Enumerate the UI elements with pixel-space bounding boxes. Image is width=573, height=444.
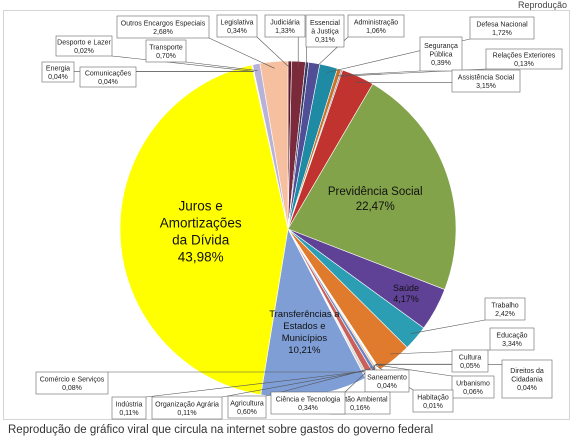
- leader-desporto-e-lazer: [111, 55, 254, 72]
- label-outros-encargos-especiais: Outros Encargos Especiais 2,68%: [121, 20, 206, 36]
- leader-organizacao-agraria: [221, 370, 365, 398]
- callout-box-trabalho: [484, 297, 526, 321]
- label-relacoes-exteriores: Relações Exteriores 0,13%: [493, 52, 556, 68]
- label-industria: Indústria 0,11%: [116, 401, 143, 417]
- callout-box-ciencia-e-tecnologia: [270, 391, 346, 415]
- callout-box-energia: [41, 61, 75, 83]
- callout-box-organizacao-agraria: [151, 396, 223, 420]
- callout-box-essencial-a-justica: [305, 14, 345, 48]
- callout-box-cultura: [451, 349, 489, 373]
- callout-box-educacao: [489, 327, 535, 351]
- callout-box-relacoes-exteriores: [485, 48, 563, 70]
- callout-box-legislativa: [216, 14, 258, 38]
- slice-labels: Previdência Social 22,47% Saúde 4,17% Transf…: [35, 14, 563, 420]
- callout-box-outros-encargos-especiais: [116, 15, 210, 39]
- label-agricultura: Agricultura 0,60%: [230, 400, 264, 416]
- label-ciencia-e-tecnologia: Ciência e Tecnologia 0,34%: [276, 396, 341, 412]
- callout-box-defesa-nacional: [469, 16, 535, 40]
- callout-box-direitos-da-cidadania: [501, 359, 553, 399]
- label-juros-e-amortizacoes-da-divida: Juros e Amortizações da Dívida 43,98%: [160, 199, 242, 265]
- callout-box-comercio-e-servicos: [35, 371, 109, 395]
- leader-legislativa: [256, 36, 290, 68]
- slice-previdencia-social: [287, 83, 457, 290]
- label-organizacao-agraria: Organização Agrária 0,11%: [155, 401, 219, 417]
- leader-industria: [145, 371, 364, 398]
- figure-caption: Reprodução de gráfico viral que circula …: [8, 424, 434, 436]
- label-direitos-da-cidadania: Direitos da Cidadania 0,04%: [510, 368, 544, 392]
- label-urbanismo: Urbanismo 0,06%: [456, 380, 490, 396]
- slice-outros-encargos-especiais: [259, 60, 289, 230]
- label-gestao-ambiental: Gestão Ambiental 0,16%: [332, 396, 388, 412]
- photo-credit: Reprodução: [517, 0, 567, 10]
- label-habitacao: Habitação 0,01%: [417, 394, 449, 410]
- label-energia: Energia 0,04%: [46, 65, 70, 81]
- label-comercio-e-servicos: Comércio e Serviços 0,08%: [40, 376, 105, 392]
- leader-transporte: [185, 61, 258, 71]
- callout-box-seguranca-publica: [419, 36, 463, 72]
- pie-chart: Previdência Social 22,47% Saúde 4,17% Transf…: [35, 14, 563, 420]
- label-saneamento: Saneamento 0,04%: [367, 374, 407, 390]
- callout-box-urbanismo: [451, 375, 495, 399]
- callout-box-administracao: [347, 14, 405, 38]
- callout-box-industria: [111, 396, 147, 420]
- callout-box-desporto-e-lazer: [55, 35, 113, 57]
- label-administracao: Administração 1,06%: [354, 19, 398, 35]
- slice-juros-e-amortizacoes-da-divida: [119, 64, 289, 396]
- label-seguranca-publica: Segurança Pública 0,39%: [424, 43, 458, 67]
- label-previdencia-social: Previdência Social 22,47%: [328, 186, 423, 213]
- leader-urbanismo: [375, 364, 453, 377]
- leader-seguranca-publica: [337, 70, 421, 76]
- callout-box-judiciaria: [264, 14, 306, 38]
- leader-trabalho: [410, 319, 486, 334]
- callout-box-habitacao: [412, 389, 454, 413]
- label-transferencias-a-estados-e-municipios: Transferências a Estados e Municípios 10,21…: [269, 309, 340, 356]
- pie-slices: [119, 60, 457, 398]
- label-assistencia-social: Assistência Social 3,15%: [458, 74, 515, 90]
- label-legislativa: Legislativa 0,34%: [220, 19, 253, 35]
- label-defesa-nacional: Defesa Nacional 1,72%: [476, 21, 528, 37]
- label-saude: Saúde 4,17%: [393, 283, 419, 304]
- label-transporte: Transporte 0,70%: [149, 44, 183, 60]
- label-desporto-e-lazer: Desporto e Lazer 0,02%: [57, 39, 111, 55]
- label-judiciaria: Judiciária 1,33%: [270, 19, 300, 35]
- label-comunicacoes: Comunicações 0,04%: [85, 70, 132, 86]
- callout-box-comunicacoes: [79, 66, 137, 88]
- label-educacao: Educação 3,34%: [496, 332, 527, 348]
- callout-box-transporte: [145, 39, 187, 63]
- label-essencial-a-justica: Essencial à Justiça 0,31%: [310, 20, 340, 44]
- callout-box-assistencia-social: [451, 69, 521, 93]
- label-cultura: Cultura 0,05%: [459, 354, 482, 370]
- label-trabalho: Trabalho 2,42%: [491, 302, 518, 318]
- leader-outros-encargos-especiais: [208, 37, 275, 69]
- callout-box-agricultura: [227, 395, 267, 419]
